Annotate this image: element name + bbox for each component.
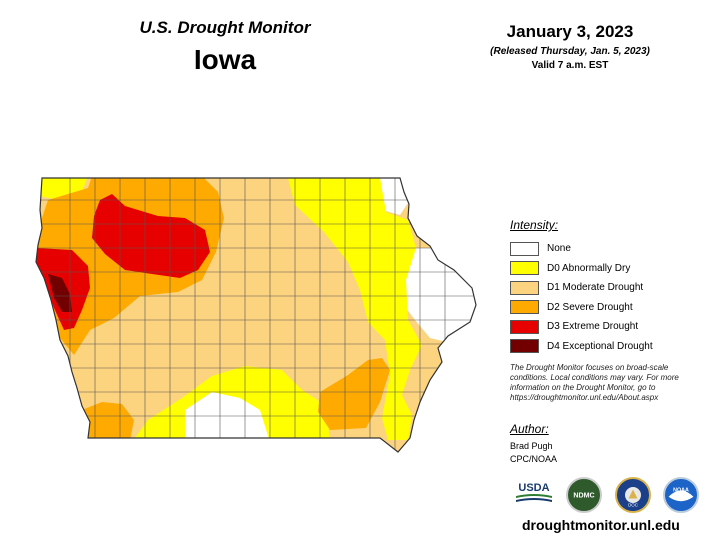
legend-label: D4 Exceptional Drought bbox=[547, 340, 653, 352]
legend-item-d2: D2 Severe Drought bbox=[510, 298, 700, 318]
legend-item-d0: D0 Abnormally Dry bbox=[510, 259, 700, 279]
legend-item-none: None bbox=[510, 239, 700, 259]
author-org: CPC/NOAA bbox=[510, 454, 558, 464]
legend-title: Intensity: bbox=[510, 218, 559, 232]
state-title: Iowa bbox=[193, 44, 257, 75]
svg-text:NOAA: NOAA bbox=[673, 487, 689, 493]
legend-swatch bbox=[510, 261, 539, 276]
title-block: U.S. Drought Monitor Iowa bbox=[105, 18, 345, 76]
iowa-drought-map bbox=[35, 177, 477, 453]
ndmc-logo[interactable]: NDMC bbox=[566, 477, 602, 513]
noaa-logo[interactable]: NOAA bbox=[663, 477, 699, 513]
date-block: January 3, 2023 (Released Thursday, Jan.… bbox=[470, 22, 670, 71]
doc-seal-logo[interactable]: DOC bbox=[615, 477, 651, 513]
legend-item-d4: D4 Exceptional Drought bbox=[510, 337, 700, 357]
legend-swatch bbox=[510, 280, 539, 295]
svg-text:DOC: DOC bbox=[628, 503, 639, 508]
legend-swatch bbox=[510, 339, 539, 354]
none-area bbox=[185, 392, 270, 442]
author-name: Brad Pugh bbox=[510, 441, 553, 451]
website-link[interactable]: droughtmonitor.unl.edu bbox=[522, 517, 680, 533]
legend-label: D3 Extreme Drought bbox=[547, 321, 639, 333]
disclaimer-note: The Drought Monitor focuses on broad-sca… bbox=[510, 363, 679, 402]
map-date: January 3, 2023 bbox=[506, 22, 634, 41]
product-title: U.S. Drought Monitor bbox=[139, 18, 311, 37]
legend-item-d1: D1 Moderate Drought bbox=[510, 278, 700, 298]
d4-area bbox=[48, 274, 72, 312]
d2-area bbox=[318, 358, 390, 430]
d3-area bbox=[92, 194, 210, 278]
legend-label: D1 Moderate Drought bbox=[547, 282, 644, 294]
release-date: (Released Thursday, Jan. 5, 2023) bbox=[490, 46, 650, 57]
svg-text:USDA: USDA bbox=[518, 482, 549, 494]
legend-label: D2 Severe Drought bbox=[547, 301, 633, 313]
author-heading: Author: bbox=[510, 422, 549, 436]
svg-text:NDMC: NDMC bbox=[573, 492, 594, 500]
state-outline bbox=[35, 177, 477, 453]
legend-item-d3: D3 Extreme Drought bbox=[510, 317, 700, 337]
legend-label: None bbox=[547, 243, 571, 255]
valid-time: Valid 7 a.m. EST bbox=[531, 60, 609, 71]
legend-swatch bbox=[510, 300, 539, 315]
legend: Intensity: None D0 Abnormally Dry D1 Mod… bbox=[510, 218, 700, 356]
d0-area bbox=[288, 178, 422, 440]
usda-logo[interactable]: USDA bbox=[514, 480, 554, 506]
legend-swatch bbox=[510, 241, 539, 256]
legend-label: D0 Abnormally Dry bbox=[547, 262, 631, 274]
legend-swatch bbox=[510, 319, 539, 334]
